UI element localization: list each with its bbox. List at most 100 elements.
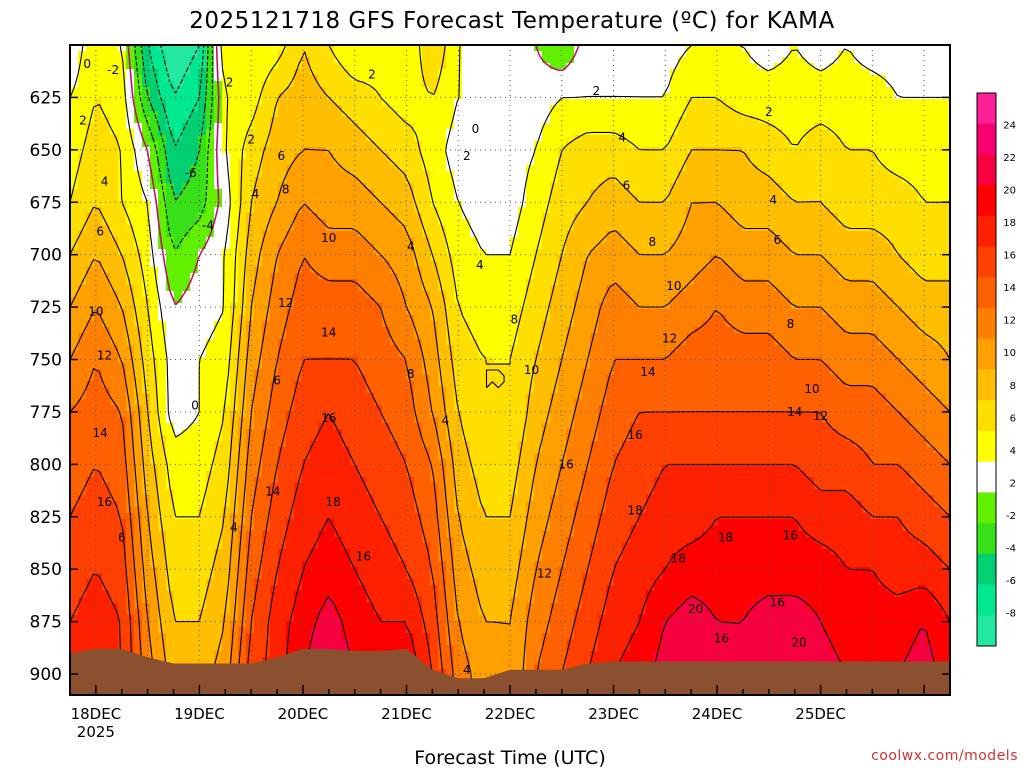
field-cell [198,201,207,208]
field-cell [558,291,567,298]
field-cell [246,243,255,250]
field-cell [382,57,391,64]
field-cell [118,315,127,322]
field-cell [606,111,615,118]
field-cell [838,171,847,178]
field-cell [382,243,391,250]
field-cell [718,135,727,142]
field-cell [422,75,431,82]
field-cell [822,111,831,118]
field-cell [686,273,695,280]
field-cell [414,81,423,88]
field-cell [230,183,239,190]
field-cell [886,207,895,214]
field-cell [342,219,351,226]
field-cell [534,57,543,64]
field-cell [590,213,599,220]
field-cell [430,315,439,322]
field-cell [246,135,255,142]
field-cell [150,51,159,58]
field-cell [318,99,327,106]
field-cell [398,315,407,322]
field-cell [862,237,871,244]
field-cell [534,201,543,208]
field-cell [574,99,583,106]
field-cell [254,81,263,88]
field-cell [526,123,535,130]
field-cell [230,123,239,130]
field-cell [814,117,823,124]
field-cell [502,177,511,184]
field-cell [198,273,207,280]
field-cell [614,105,623,112]
field-cell [78,177,87,184]
field-cell [782,171,791,178]
field-cell [70,225,79,232]
field-cell [510,183,519,190]
field-cell [86,165,95,172]
field-cell [662,303,671,310]
field-cell [926,63,935,70]
field-cell [614,153,623,160]
field-cell [734,99,743,106]
field-cell [190,249,199,256]
field-cell [710,57,719,64]
field-cell [854,63,863,70]
field-cell [558,99,567,106]
field-cell [350,261,359,268]
field-cell [294,213,303,220]
field-cell [374,177,383,184]
field-cell [390,63,399,70]
field-cell [86,225,95,232]
field-cell [478,75,487,82]
field-cell [518,255,527,262]
field-cell [174,87,183,94]
field-cell [150,93,159,100]
field-cell [542,129,551,136]
field-cell [294,207,303,214]
field-cell [118,153,127,160]
field-cell [902,75,911,82]
field-cell [670,141,679,148]
field-cell [310,81,319,88]
field-cell [846,201,855,208]
field-cell [438,75,447,82]
field-cell [134,51,143,58]
field-cell [86,237,95,244]
field-cell [230,309,239,316]
field-cell [678,159,687,166]
field-cell [694,159,703,166]
field-cell [78,207,87,214]
field-cell [670,183,679,190]
field-cell [182,141,191,148]
field-cell [678,153,687,160]
field-cell [542,219,551,226]
field-cell [638,123,647,130]
field-cell [398,153,407,160]
field-cell [414,303,423,310]
field-cell [230,45,239,52]
field-cell [398,87,407,94]
field-cell [382,201,391,208]
field-cell [246,129,255,136]
field-cell [238,249,247,256]
field-cell [606,171,615,178]
field-cell [510,237,519,244]
field-cell [558,273,567,280]
field-cell [830,243,839,250]
field-cell [182,93,191,100]
field-cell [910,195,919,202]
field-cell [302,129,311,136]
field-cell [134,105,143,112]
field-cell [750,243,759,250]
field-cell [94,249,103,256]
field-cell [462,159,471,166]
field-cell [662,273,671,280]
field-cell [838,243,847,250]
field-cell [558,81,567,88]
field-cell [174,207,183,214]
field-cell [190,153,199,160]
field-cell [326,207,335,214]
field-cell [638,273,647,280]
field-cell [638,237,647,244]
